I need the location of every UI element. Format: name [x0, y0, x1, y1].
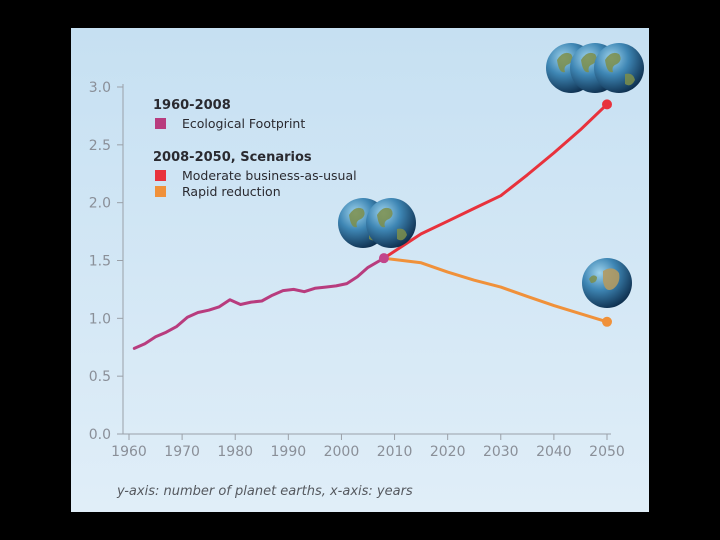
chart-panel: 0.0 0.5 1.0 1.5 2.0 2.5 3.0 1960 1970 1980 1990 20… — [71, 28, 649, 512]
x-tick-label: 1990 — [271, 444, 307, 460]
end-marker-footprint — [378, 253, 389, 264]
y-tick-label: 1.5 — [89, 254, 111, 270]
axes — [122, 84, 611, 435]
end-marker-rapid — [602, 316, 612, 327]
legend-label-bau: Moderate business-as-usual — [182, 168, 357, 183]
x-tick-label: 2030 — [483, 444, 519, 460]
series-layer — [132, 99, 612, 350]
y-tick-label: 1.0 — [89, 311, 111, 327]
globe-group-rapid — [582, 258, 632, 308]
legend-label-rapid: Rapid reduction — [182, 184, 281, 199]
x-tick-label: 1980 — [217, 444, 253, 460]
legend-label-footprint: Ecological Footprint — [182, 116, 305, 131]
x-tick-label: 2000 — [324, 444, 360, 460]
legend-swatch-rapid — [155, 186, 166, 197]
earth-globe-icon — [366, 198, 416, 248]
x-tick-label: 1970 — [164, 444, 200, 460]
legend-swatch-footprint — [155, 118, 166, 129]
y-tick-label: 0.0 — [89, 427, 111, 443]
series-line-moderate-business-as-usual — [382, 102, 609, 260]
end-marker-bau — [602, 99, 612, 110]
x-tick-label: 2010 — [377, 444, 413, 460]
axis-caption: y-axis: number of planet earths, x-axis:… — [116, 484, 413, 499]
x-tick-label: 1960 — [111, 444, 147, 460]
line-chart: 0.0 0.5 1.0 1.5 2.0 2.5 3.0 1960 1970 1980 1990 20… — [89, 43, 644, 499]
globe-group-bau — [546, 43, 644, 93]
y-tick-label: 0.5 — [89, 369, 111, 385]
series-line-ecological-footprint — [132, 256, 386, 350]
globe-group-2008 — [338, 198, 416, 248]
legend-heading-2: 2008-2050, Scenarios — [153, 150, 312, 165]
y-ticks: 0.0 0.5 1.0 1.5 2.0 2.5 3.0 — [89, 80, 123, 443]
y-tick-label: 2.0 — [89, 196, 111, 212]
x-tick-label: 2050 — [589, 444, 625, 460]
earth-globe-icon — [582, 258, 632, 308]
x-tick-label: 2020 — [430, 444, 466, 460]
legend: 1960-2008 Ecological Footprint 2008-2050… — [153, 98, 357, 199]
y-tick-label: 2.5 — [89, 138, 111, 154]
series-line-rapid-reduction — [382, 256, 609, 324]
x-tick-label: 2040 — [536, 444, 572, 460]
x-ticks: 1960 1970 1980 1990 2000 2010 2020 2030 2040 2050 — [111, 434, 625, 460]
y-tick-label: 3.0 — [89, 80, 111, 96]
legend-heading-1: 1960-2008 — [153, 98, 231, 113]
earth-globe-icon — [594, 43, 644, 93]
legend-swatch-bau — [155, 170, 166, 181]
